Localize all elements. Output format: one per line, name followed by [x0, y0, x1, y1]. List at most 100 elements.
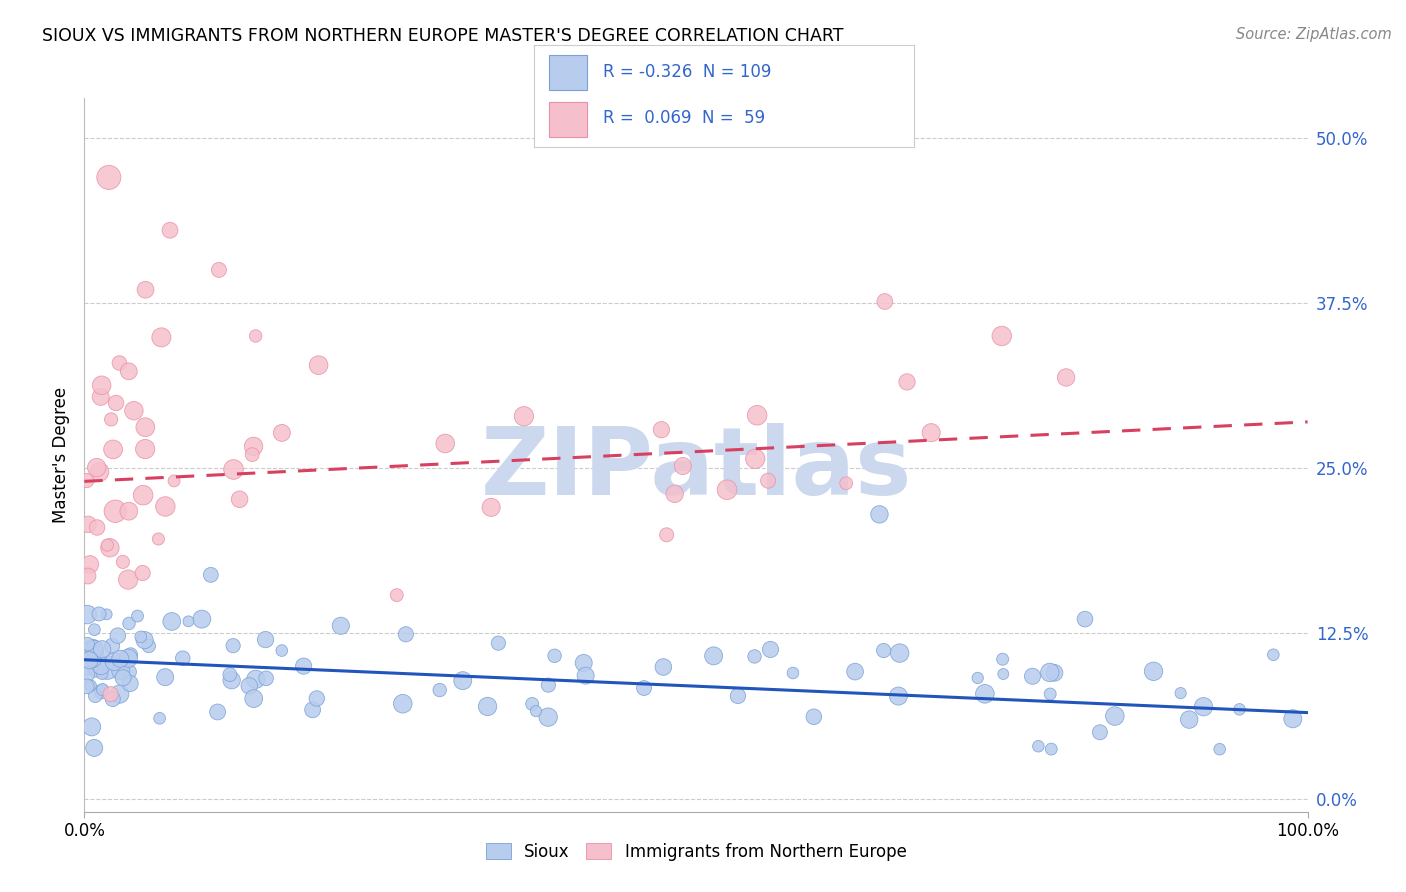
Point: [782, 665, 804, 680]
Point: [89, 465, 111, 479]
Point: [87, 607, 110, 621]
Point: [835, 476, 858, 491]
Point: [896, 375, 918, 389]
Point: [107, 629, 129, 643]
Point: [90, 390, 112, 404]
Point: [329, 619, 352, 633]
Point: [98, 541, 121, 555]
Point: [1054, 370, 1077, 384]
Point: [134, 633, 156, 648]
Point: [101, 639, 124, 653]
Point: [1021, 669, 1043, 683]
Point: [191, 612, 214, 626]
Point: [76, 474, 98, 488]
Point: [308, 358, 330, 372]
Point: [79, 558, 101, 572]
Point: [77, 569, 100, 583]
Point: [82, 642, 104, 657]
Point: [83, 653, 105, 667]
Point: [208, 263, 231, 277]
Point: [90, 659, 112, 673]
Point: [486, 636, 509, 650]
Point: [920, 425, 942, 440]
Point: [543, 648, 565, 663]
Point: [1104, 709, 1126, 723]
Point: [727, 689, 749, 703]
Point: [254, 671, 277, 685]
Point: [222, 462, 245, 476]
Point: [90, 378, 112, 392]
Point: [111, 555, 134, 569]
Point: [155, 500, 177, 514]
Point: [150, 330, 173, 344]
Point: [76, 661, 98, 675]
Point: [242, 691, 264, 706]
Point: [451, 673, 474, 688]
Point: [118, 364, 141, 378]
Point: [177, 615, 200, 629]
Point: [91, 642, 114, 657]
Point: [135, 283, 157, 297]
Point: [117, 651, 139, 665]
Point: [270, 643, 292, 657]
Point: [869, 508, 891, 522]
Point: [76, 607, 98, 622]
Point: [222, 639, 245, 653]
Point: [572, 656, 595, 670]
Point: [112, 671, 135, 685]
Point: [872, 643, 894, 657]
FancyBboxPatch shape: [550, 102, 588, 137]
Point: [200, 567, 222, 582]
Point: [218, 667, 240, 681]
Point: [270, 425, 292, 440]
Point: [991, 652, 1014, 666]
Point: [86, 520, 108, 534]
Point: [873, 294, 896, 309]
Point: [159, 223, 181, 237]
Point: [90, 684, 112, 698]
Point: [254, 632, 277, 647]
Point: [83, 641, 105, 656]
Point: [1043, 665, 1066, 680]
Point: [118, 504, 141, 518]
Text: SIOUX VS IMMIGRANTS FROM NORTHERN EUROPE MASTER'S DEGREE CORRELATION CHART: SIOUX VS IMMIGRANTS FROM NORTHERN EUROPE…: [42, 27, 844, 45]
Point: [100, 687, 122, 701]
Point: [537, 710, 560, 724]
Point: [163, 474, 186, 488]
Point: [138, 639, 160, 653]
Point: [759, 642, 782, 657]
Point: [1088, 725, 1111, 739]
Point: [127, 609, 149, 624]
Point: [1170, 686, 1192, 700]
Point: [747, 409, 769, 423]
Point: [79, 653, 101, 667]
Point: [155, 670, 177, 684]
Point: [104, 504, 127, 518]
Point: [385, 588, 408, 602]
Point: [77, 517, 100, 532]
Point: [305, 691, 328, 706]
Point: [1040, 742, 1063, 756]
Point: [1178, 713, 1201, 727]
Point: [148, 532, 170, 546]
Point: [100, 412, 122, 426]
Point: [575, 668, 598, 682]
Point: [1229, 702, 1251, 716]
Point: [292, 659, 315, 673]
Point: [537, 678, 560, 692]
Point: [122, 403, 145, 417]
Point: [86, 460, 108, 475]
Point: [973, 687, 995, 701]
Point: [655, 528, 678, 542]
Point: [524, 704, 547, 718]
Point: [245, 329, 267, 343]
Point: [991, 329, 1014, 343]
Point: [96, 661, 118, 675]
Point: [105, 396, 128, 410]
Point: [207, 705, 229, 719]
Point: [103, 655, 125, 669]
Point: [844, 665, 866, 679]
Point: [120, 648, 142, 662]
Point: [91, 682, 114, 697]
Point: [118, 616, 141, 631]
